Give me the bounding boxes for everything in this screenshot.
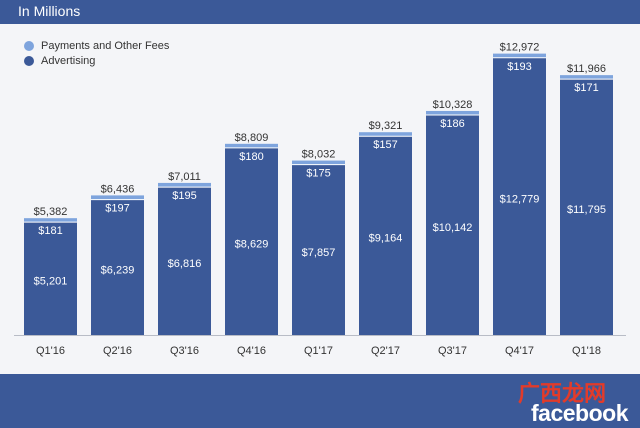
header-bar: In Millions [0, 0, 640, 24]
total-label: $10,328 [433, 99, 473, 111]
legend-item-advertising: Advertising [24, 53, 169, 68]
chart-title: In Millions [18, 3, 81, 19]
x-tick-label: Q2'17 [371, 345, 400, 357]
advertising-bar [292, 164, 345, 335]
total-label: $11,966 [567, 63, 606, 75]
x-tick-label: Q3'16 [170, 345, 199, 357]
footer-bar: 广西龙网 facebook [0, 374, 640, 428]
payments-label: $186 [440, 118, 464, 130]
advertising-bar [359, 136, 412, 335]
advertising-bar [493, 57, 546, 335]
total-label: $8,032 [302, 149, 336, 161]
advertising-dot-icon [24, 55, 34, 66]
x-tick-label: Q4'17 [505, 345, 534, 357]
advertising-bar [225, 147, 278, 335]
advertising-bar [24, 222, 77, 335]
advertising-label: $6,816 [168, 258, 202, 270]
total-label: $6,436 [101, 183, 135, 195]
advertising-label: $8,629 [235, 238, 269, 250]
payments-bar [359, 132, 412, 137]
advertising-label: $11,795 [567, 204, 606, 216]
advertising-label: $7,857 [302, 247, 336, 259]
advertising-bar [560, 79, 613, 336]
advertising-bar [158, 187, 211, 335]
x-tick-label: Q1'18 [572, 345, 601, 357]
advertising-label: $10,142 [433, 222, 473, 234]
payments-label: $197 [105, 203, 129, 215]
watermark-text: 广西龙网 [517, 382, 606, 407]
facebook-logo: facebook [531, 400, 628, 426]
payments-label: $180 [239, 151, 263, 163]
payments-bar [426, 110, 479, 115]
advertising-label: $5,201 [34, 276, 68, 288]
payments-label: $171 [574, 82, 598, 94]
payments-label: $157 [373, 139, 397, 151]
x-tick-label: Q1'16 [36, 345, 65, 357]
total-label: $12,972 [500, 42, 540, 54]
legend-label-payments: Payments and Other Fees [41, 39, 170, 52]
payments-label: $193 [507, 61, 531, 73]
payments-label: $175 [306, 168, 330, 180]
payments-bar [225, 143, 278, 148]
legend: Payments and Other Fees Advertising [24, 38, 169, 68]
payments-bar [158, 182, 211, 188]
x-tick-label: Q3'17 [438, 345, 467, 357]
legend-item-payments: Payments and Other Fees [24, 38, 169, 53]
payments-bar [493, 53, 546, 58]
payments-bar [560, 75, 613, 80]
payments-label: $195 [172, 190, 196, 202]
x-tick-label: Q2'16 [103, 345, 132, 357]
legend-label-advertising: Advertising [41, 54, 96, 67]
bar-chart: $5,382 $181 $5,201 Q1'16 $6,436 $197 $6,239 Q2'… [14, 42, 626, 357]
payments-bar [24, 218, 77, 223]
x-tick-label: Q4'16 [237, 345, 266, 357]
payments-bar [292, 160, 345, 165]
payments-label: $181 [38, 225, 62, 237]
payments-dot-icon [24, 40, 34, 51]
total-label: $7,011 [168, 171, 201, 183]
total-label: $9,321 [369, 120, 403, 132]
advertising-label: $12,779 [500, 193, 540, 205]
advertising-bar [91, 199, 144, 335]
advertising-label: $6,239 [101, 264, 135, 276]
total-label: $8,809 [235, 132, 269, 144]
advertising-bar [426, 114, 479, 335]
payments-bar [91, 195, 144, 200]
advertising-label: $9,164 [369, 233, 403, 245]
x-tick-label: Q1'17 [304, 345, 333, 357]
total-label: $5,382 [34, 206, 68, 218]
